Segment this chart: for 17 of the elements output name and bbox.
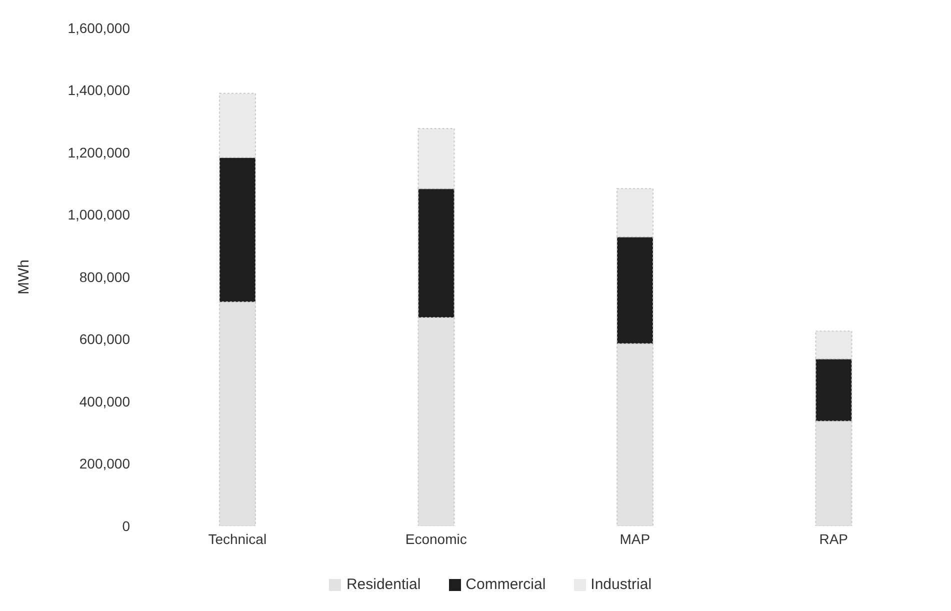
y-tick-label: 0: [122, 518, 130, 534]
y-tick-label: 600,000: [79, 331, 130, 348]
y-tick-label: 200,000: [79, 456, 130, 472]
y-tick-label: 1,400,000: [68, 82, 130, 98]
y-tick-label: 1,200,000: [68, 144, 130, 160]
y-axis-title: MWh: [15, 260, 32, 294]
x-tick-label: RAP: [819, 530, 848, 547]
legend-label: Commercial: [466, 576, 546, 593]
legend-label: Industrial: [590, 576, 652, 593]
x-tick-label: Economic: [405, 530, 467, 547]
y-tick-label: 1,600,000: [68, 20, 130, 36]
x-tick-label: MAP: [620, 530, 650, 547]
x-tick-label: Technical: [208, 530, 267, 547]
y-tick-label: 800,000: [79, 268, 130, 285]
y-tick-label: 1,000,000: [68, 206, 130, 223]
legend-label: Residential: [346, 576, 421, 593]
y-tick-label: 400,000: [79, 393, 130, 410]
